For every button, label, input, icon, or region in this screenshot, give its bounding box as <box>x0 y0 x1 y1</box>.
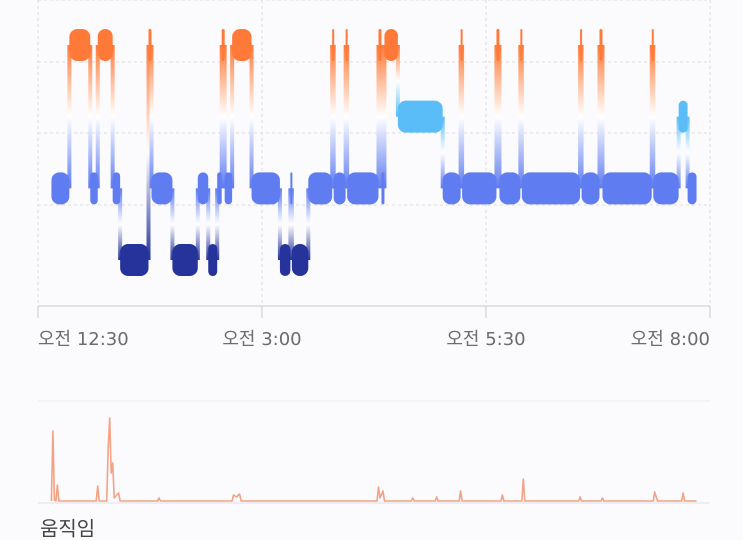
stage-transition <box>494 45 499 189</box>
stage-segment <box>251 172 280 205</box>
stage-segment <box>347 172 379 205</box>
stage-segment <box>496 29 500 61</box>
stage-segment <box>602 172 652 205</box>
stage-segment <box>232 29 252 61</box>
stage-transition <box>597 45 602 189</box>
stage-transition <box>195 188 200 260</box>
stage-segment <box>580 29 583 61</box>
stage-segment <box>442 172 461 205</box>
stage-transition <box>651 45 656 189</box>
stage-segment <box>172 244 198 276</box>
stage-transition <box>306 188 311 260</box>
stage-transition <box>67 45 72 189</box>
stage-segment <box>520 29 523 61</box>
stage-transition <box>579 45 584 189</box>
stage-segment <box>90 172 98 205</box>
stage-transition <box>519 45 524 189</box>
stage-segment <box>384 29 398 61</box>
stage-transition <box>149 45 154 189</box>
stage-transition <box>95 45 100 189</box>
stage-segment <box>224 172 233 205</box>
stage-segment <box>581 172 600 205</box>
stage-transition <box>219 45 224 189</box>
stage-segment <box>112 172 121 205</box>
stage-segment <box>678 100 688 133</box>
stage-transition <box>222 45 227 189</box>
stage-transition <box>277 188 282 260</box>
stage-transition <box>331 45 336 189</box>
stage-transition <box>376 45 381 189</box>
stage-transition <box>230 45 235 189</box>
movement-label: 움직임 <box>40 517 95 540</box>
movement-line <box>50 417 697 502</box>
x-tick-label: 오전 3:00 <box>222 329 301 350</box>
stage-transition <box>118 188 123 260</box>
stage-transition <box>170 188 175 260</box>
stage-segment <box>687 172 697 205</box>
stage-segment <box>148 29 152 61</box>
stage-transition <box>146 45 151 260</box>
stage-segment <box>290 172 293 205</box>
stage-segment <box>221 29 225 61</box>
stage-segment <box>333 172 346 205</box>
stage-transition <box>497 45 502 189</box>
stage-transition <box>206 188 211 260</box>
stage-segment <box>381 172 385 205</box>
stage-segment <box>653 172 679 205</box>
stage-segment <box>279 244 291 276</box>
x-tick-label: 오전 5:30 <box>446 329 525 350</box>
stage-segment <box>151 172 173 205</box>
x-tick-label: 오전 12:30 <box>38 329 129 350</box>
stage-segment <box>332 29 335 61</box>
stage-segment <box>217 172 222 205</box>
stage-segment <box>378 29 382 61</box>
stage-segment <box>69 29 91 61</box>
stage-transition <box>676 116 681 189</box>
stage-transition <box>600 45 605 189</box>
stage-transition <box>88 45 93 189</box>
stage-segment <box>97 29 113 61</box>
x-tick-label: 오전 8:00 <box>631 329 710 350</box>
stage-segment <box>208 244 218 276</box>
stage-transition <box>215 188 220 260</box>
stage-segment <box>308 172 333 205</box>
stage-segment <box>197 172 209 205</box>
stage-transition <box>379 45 384 189</box>
stage-transition <box>685 116 690 189</box>
stage-segment <box>599 29 603 61</box>
stage-transition <box>382 45 387 189</box>
stage-segment <box>462 172 497 205</box>
stage-segment <box>521 172 581 205</box>
stage-transition <box>460 45 465 189</box>
stage-segment <box>460 29 463 61</box>
stage-segment <box>499 172 521 205</box>
stage-transition <box>395 45 400 117</box>
stage-segment <box>345 29 348 61</box>
stage-transition <box>440 116 445 189</box>
stage-segment <box>651 29 654 61</box>
stage-segment <box>291 244 309 276</box>
stage-segment <box>397 100 443 133</box>
stage-transition <box>110 45 115 189</box>
stage-segment <box>120 244 149 276</box>
stage-transition <box>249 45 254 189</box>
stage-transition <box>289 188 294 260</box>
stage-segment <box>51 172 70 205</box>
stage-transition <box>345 45 350 189</box>
